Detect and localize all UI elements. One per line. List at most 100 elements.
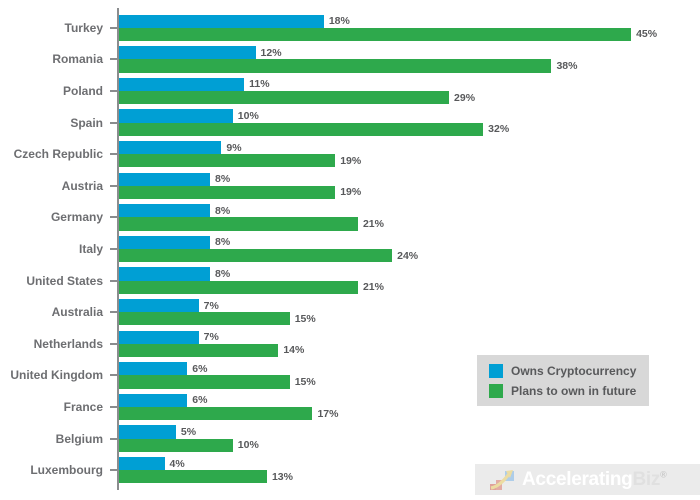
axis-tick-area: [103, 423, 119, 455]
bar-value-label: 15%: [294, 375, 316, 388]
country-label: Poland: [62, 83, 103, 98]
bar-plans-to-own: [119, 122, 484, 136]
axis-tick: [110, 247, 119, 250]
axis-tick: [110, 184, 119, 187]
axis-tick: [110, 58, 119, 61]
country-label: Netherlands: [33, 336, 103, 351]
bar-line: 15%: [119, 375, 700, 389]
bar-owns-cryptocurrency: [119, 109, 233, 123]
axis-tick-area: [103, 233, 119, 265]
bar-owns-cryptocurrency: [119, 204, 211, 218]
bar-value-label: 32%: [488, 123, 510, 136]
country-bars: 12% 38%: [119, 44, 700, 76]
bar-line: 12%: [119, 46, 700, 60]
axis-tick: [110, 279, 119, 282]
bar-line: 10%: [119, 109, 700, 123]
axis-tick-area: [103, 12, 119, 44]
bar-value-label: 19%: [340, 154, 362, 167]
acceleratingbiz-logo: AcceleratingBiz®: [475, 464, 700, 495]
bar-line: 14%: [119, 343, 700, 357]
country-row: Poland 11% 29%: [0, 75, 700, 107]
bar-plans-to-own: [119, 470, 267, 484]
country-row: Germany 8% 21%: [0, 202, 700, 234]
country-row: Spain 10% 32%: [0, 107, 700, 139]
axis-tick: [110, 405, 119, 408]
legend-item-plans: Plans to own in future: [489, 383, 649, 398]
bar-line: 38%: [119, 59, 700, 73]
legend-item-owns: Owns Cryptocurrency: [489, 363, 649, 378]
axis-tick-area: [103, 391, 119, 423]
axis-tick-area: [103, 360, 119, 392]
bar-plans-to-own: [119, 217, 358, 231]
bar-line: 19%: [119, 185, 700, 199]
bar-line: 9%: [119, 140, 700, 155]
logo-text-secondary: Biz: [632, 468, 661, 490]
bar-line: 8%: [119, 267, 700, 281]
legend-label-plans: Plans to own in future: [511, 383, 637, 398]
bar-value-label: 10%: [237, 439, 259, 452]
bar-value-label: 8%: [215, 236, 231, 249]
bar-line: 32%: [119, 122, 700, 136]
legend: Owns Cryptocurrency Plans to own in futu…: [477, 355, 649, 406]
bar-line: 8%: [119, 235, 700, 249]
bar-owns-cryptocurrency: [119, 456, 165, 471]
axis-tick: [110, 469, 119, 472]
country-bars: 6% 15%: [119, 360, 700, 392]
bar-value-label: 5%: [180, 425, 197, 438]
bar-owns-cryptocurrency: [119, 140, 222, 155]
axis-tick: [110, 89, 119, 92]
bar-value-label: 21%: [362, 281, 384, 294]
axis-tick-area: [103, 138, 119, 170]
bar-chart: Turkey 18% 45% Romania 12% 38% Poland 11% 29% Spa…: [0, 12, 700, 486]
country-label: Luxembourg: [30, 463, 103, 478]
country-row: Luxembourg 4% 13%: [0, 454, 700, 486]
axis-tick: [110, 374, 119, 377]
axis-tick-area: [103, 170, 119, 202]
country-bars: 8% 21%: [119, 202, 700, 234]
legend-label-owns: Owns Cryptocurrency: [511, 363, 637, 378]
bar-line: 7%: [119, 330, 700, 344]
bar-line: 45%: [119, 27, 700, 41]
bar-value-label: 18%: [328, 15, 350, 28]
bar-value-label: 9%: [226, 141, 242, 154]
bar-line: 4%: [119, 456, 700, 471]
bar-line: 15%: [119, 312, 700, 326]
bar-value-label: 7%: [203, 299, 219, 312]
country-label: Belgium: [55, 431, 103, 446]
country-row: Netherlands 7% 14%: [0, 328, 700, 360]
axis-tick-area: [103, 265, 119, 297]
country-label: France: [63, 399, 103, 414]
country-label: Austria: [61, 178, 103, 193]
bar-owns-cryptocurrency: [119, 14, 324, 28]
axis-tick-area: [103, 107, 119, 139]
bar-line: 6%: [119, 393, 700, 407]
country-row: United States 8% 21%: [0, 265, 700, 297]
bar-plans-to-own: [119, 343, 279, 357]
axis-tick-area: [103, 75, 119, 107]
bar-owns-cryptocurrency: [119, 362, 188, 376]
bar-plans-to-own: [119, 280, 358, 294]
bar-plans-to-own: [119, 406, 313, 421]
bar-owns-cryptocurrency: [119, 330, 199, 344]
country-label: Italy: [78, 241, 103, 256]
bar-owns-cryptocurrency: [119, 235, 211, 249]
axis-tick: [110, 153, 119, 156]
bar-line: 24%: [119, 248, 700, 263]
logo-text-primary: Accelerating: [522, 468, 633, 490]
bar-plans-to-own: [119, 248, 393, 263]
country-row: Australia 7% 15%: [0, 296, 700, 328]
country-bars: 9% 19%: [119, 138, 700, 170]
bar-line: 5%: [119, 425, 700, 439]
bar-value-label: 8%: [215, 173, 231, 186]
bar-value-label: 17%: [317, 407, 339, 420]
country-bars: 7% 15%: [119, 296, 700, 328]
country-row: Belgium 5% 10%: [0, 423, 700, 455]
bar-plans-to-own: [119, 312, 290, 326]
bar-owns-cryptocurrency: [119, 267, 211, 281]
bar-owns-cryptocurrency: [119, 393, 188, 407]
bar-value-label: 15%: [294, 312, 316, 325]
bar-owns-cryptocurrency: [119, 46, 256, 60]
country-row: United Kingdom 6% 15%: [0, 360, 700, 392]
country-label: United States: [26, 273, 103, 288]
